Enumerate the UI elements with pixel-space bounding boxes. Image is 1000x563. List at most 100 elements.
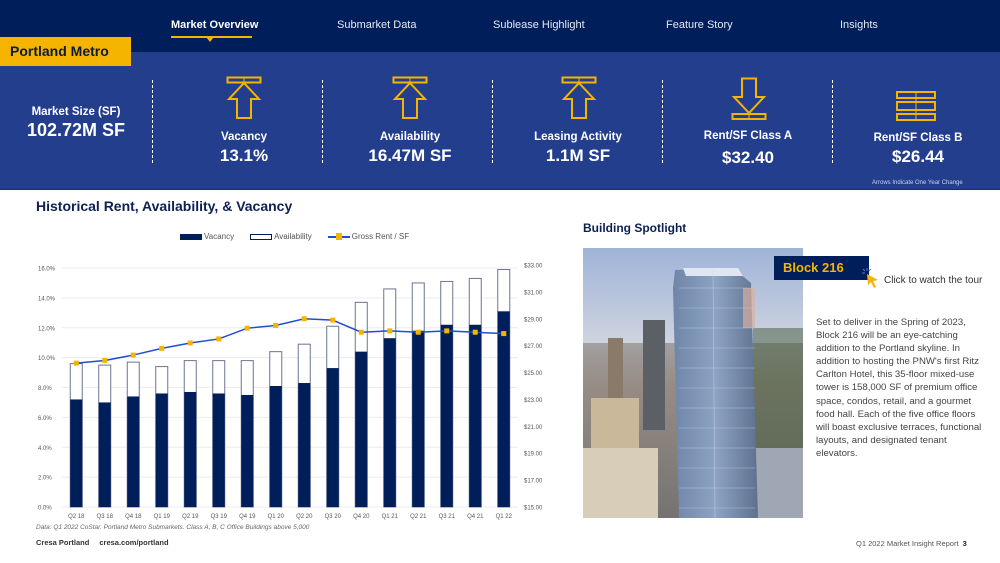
legend-rent: Gross Rent / SF [327, 232, 410, 241]
tab-insights[interactable]: Insights [840, 19, 878, 31]
gross-rent-point [216, 336, 222, 342]
gross-rent-point [358, 329, 364, 335]
stat-divider [322, 80, 323, 163]
x-axis-tick: Q3 20 [325, 514, 342, 520]
chart-legend: Vacancy Availability Gross Rent / SF [180, 232, 419, 241]
gross-rent-point [387, 328, 393, 334]
right-axis-tick: $19.00 [524, 452, 543, 458]
stat-value: 1.1M SF [545, 146, 611, 165]
vacancy-bar [326, 368, 339, 507]
left-axis-tick: 0.0% [38, 506, 52, 512]
stat-rent-class-a: Rent/SF Class A $32.40 [688, 130, 808, 168]
tab-sublease-highlight[interactable]: Sublease Highlight [493, 19, 585, 31]
right-axis-tick: $25.00 [524, 371, 543, 377]
vacancy-bar [383, 338, 396, 507]
building-photo [583, 248, 803, 518]
x-axis-tick: Q3 19 [211, 514, 228, 520]
vacancy-bar [98, 402, 111, 507]
stat-divider [832, 80, 833, 163]
stat-label: Vacancy [220, 131, 268, 143]
gross-rent-point [187, 340, 193, 346]
arrows-footnote: Arrows Indicate One Year Change [872, 180, 963, 186]
right-axis-tick: $33.00 [524, 264, 543, 270]
x-axis-tick: Q2 21 [410, 514, 427, 520]
stat-value: 13.1% [219, 146, 269, 165]
stat-market-size: Market Size (SF) 102.72M SF [14, 106, 138, 141]
brand-url-link[interactable]: cresa.com/portland [99, 538, 169, 547]
legend-vacancy: Vacancy [180, 232, 234, 241]
left-axis-tick: 16.0% [38, 267, 56, 273]
x-axis-tick: Q1 21 [382, 514, 399, 520]
right-axis-tick: $27.00 [524, 344, 543, 350]
region-label-text: Portland Metro [10, 43, 109, 59]
left-axis-tick: 14.0% [38, 296, 56, 302]
legend-label: Availability [274, 232, 312, 241]
left-axis-tick: 2.0% [38, 476, 52, 482]
stat-label: Rent/SF Class A [703, 130, 793, 142]
gross-rent-point [273, 323, 279, 328]
arrow-up-icon [392, 76, 428, 119]
stat-leasing-activity: Leasing Activity 1.1M SF [518, 131, 638, 166]
legend-label: Gross Rent / SF [351, 232, 410, 241]
gross-rent-point [330, 317, 336, 323]
gross-rent-point [130, 352, 136, 358]
vacancy-bar [70, 399, 83, 507]
stat-vacancy: Vacancy 13.1% [184, 131, 304, 166]
left-axis-tick: 4.0% [38, 446, 52, 452]
left-axis-tick: 8.0% [38, 386, 52, 392]
x-axis-tick: Q1 19 [154, 514, 171, 520]
x-axis-tick: Q4 21 [467, 514, 484, 520]
click-cursor-icon [862, 268, 878, 288]
left-axis-tick: 6.0% [38, 416, 52, 422]
arrow-down-icon [731, 77, 767, 120]
historical-chart: 0.0% 2.0% 4.0% 6.0% 8.0% 10.0% 12.0% 14.0% 16.0%… [38, 264, 543, 521]
stat-value: 16.47M SF [368, 146, 452, 165]
gross-rent-point [501, 331, 507, 337]
building-description: Set to deliver in the Spring of 2023, Bl… [816, 317, 982, 459]
tab-feature-story[interactable]: Feature Story [666, 19, 733, 31]
legend-availability: Availability [250, 232, 312, 241]
right-axis-tick: $17.00 [524, 479, 543, 485]
stat-label: Market Size (SF) [31, 106, 121, 118]
active-tab-caret-icon [206, 37, 214, 42]
vacancy-bar [127, 396, 140, 507]
building-image [583, 248, 803, 518]
stat-label: Rent/SF Class B [873, 132, 963, 144]
data-source-note: Data: Q1 2022 CoStar. Portland Metro Sub… [36, 524, 310, 531]
vacancy-bar [298, 383, 311, 507]
gross-rent-point [73, 360, 79, 366]
stat-value: 102.72M SF [26, 120, 126, 140]
arrow-up-icon [561, 76, 597, 119]
legend-swatch-vacancy [180, 233, 202, 240]
stats-band [0, 52, 1000, 190]
vacancy-bar [269, 386, 282, 507]
page-number: 3 [962, 539, 967, 548]
gross-rent-point [444, 328, 450, 334]
gross-rent-point [301, 316, 307, 322]
vacancy-bar [469, 324, 482, 507]
x-axis-tick: Q1 22 [496, 514, 513, 520]
stat-divider [662, 80, 663, 163]
tab-submarket-data[interactable]: Submarket Data [337, 19, 417, 31]
left-axis-tick: 10.0% [38, 356, 56, 362]
x-axis-tick: Q2 18 [68, 514, 85, 520]
right-axis-tick: $21.00 [524, 425, 543, 431]
block-badge-label: Block 216 [783, 260, 844, 275]
tab-market-overview[interactable]: Market Overview [171, 19, 259, 31]
x-axis-tick: Q2 20 [296, 514, 313, 520]
x-axis-tick: Q3 21 [439, 514, 456, 520]
legend-swatch-availability [250, 233, 273, 240]
top-navigation: Market Overview Submarket Data Sublease … [0, 0, 1000, 52]
gross-rent-point [472, 329, 478, 335]
stat-divider [152, 80, 153, 163]
stat-rent-class-b: Rent/SF Class B $26.44 [858, 132, 978, 167]
stat-divider [492, 80, 493, 163]
block-216-tour-button[interactable]: Block 216 [774, 256, 869, 280]
right-axis-tick: $15.00 [524, 506, 543, 512]
stat-value: $32.40 [722, 148, 774, 167]
arrow-up-icon [226, 76, 262, 119]
vacancy-bar [440, 324, 453, 507]
watch-tour-link[interactable]: Click to watch the tour [884, 275, 983, 286]
right-axis-tick: $23.00 [524, 398, 543, 404]
legend-swatch-rent [327, 232, 350, 241]
